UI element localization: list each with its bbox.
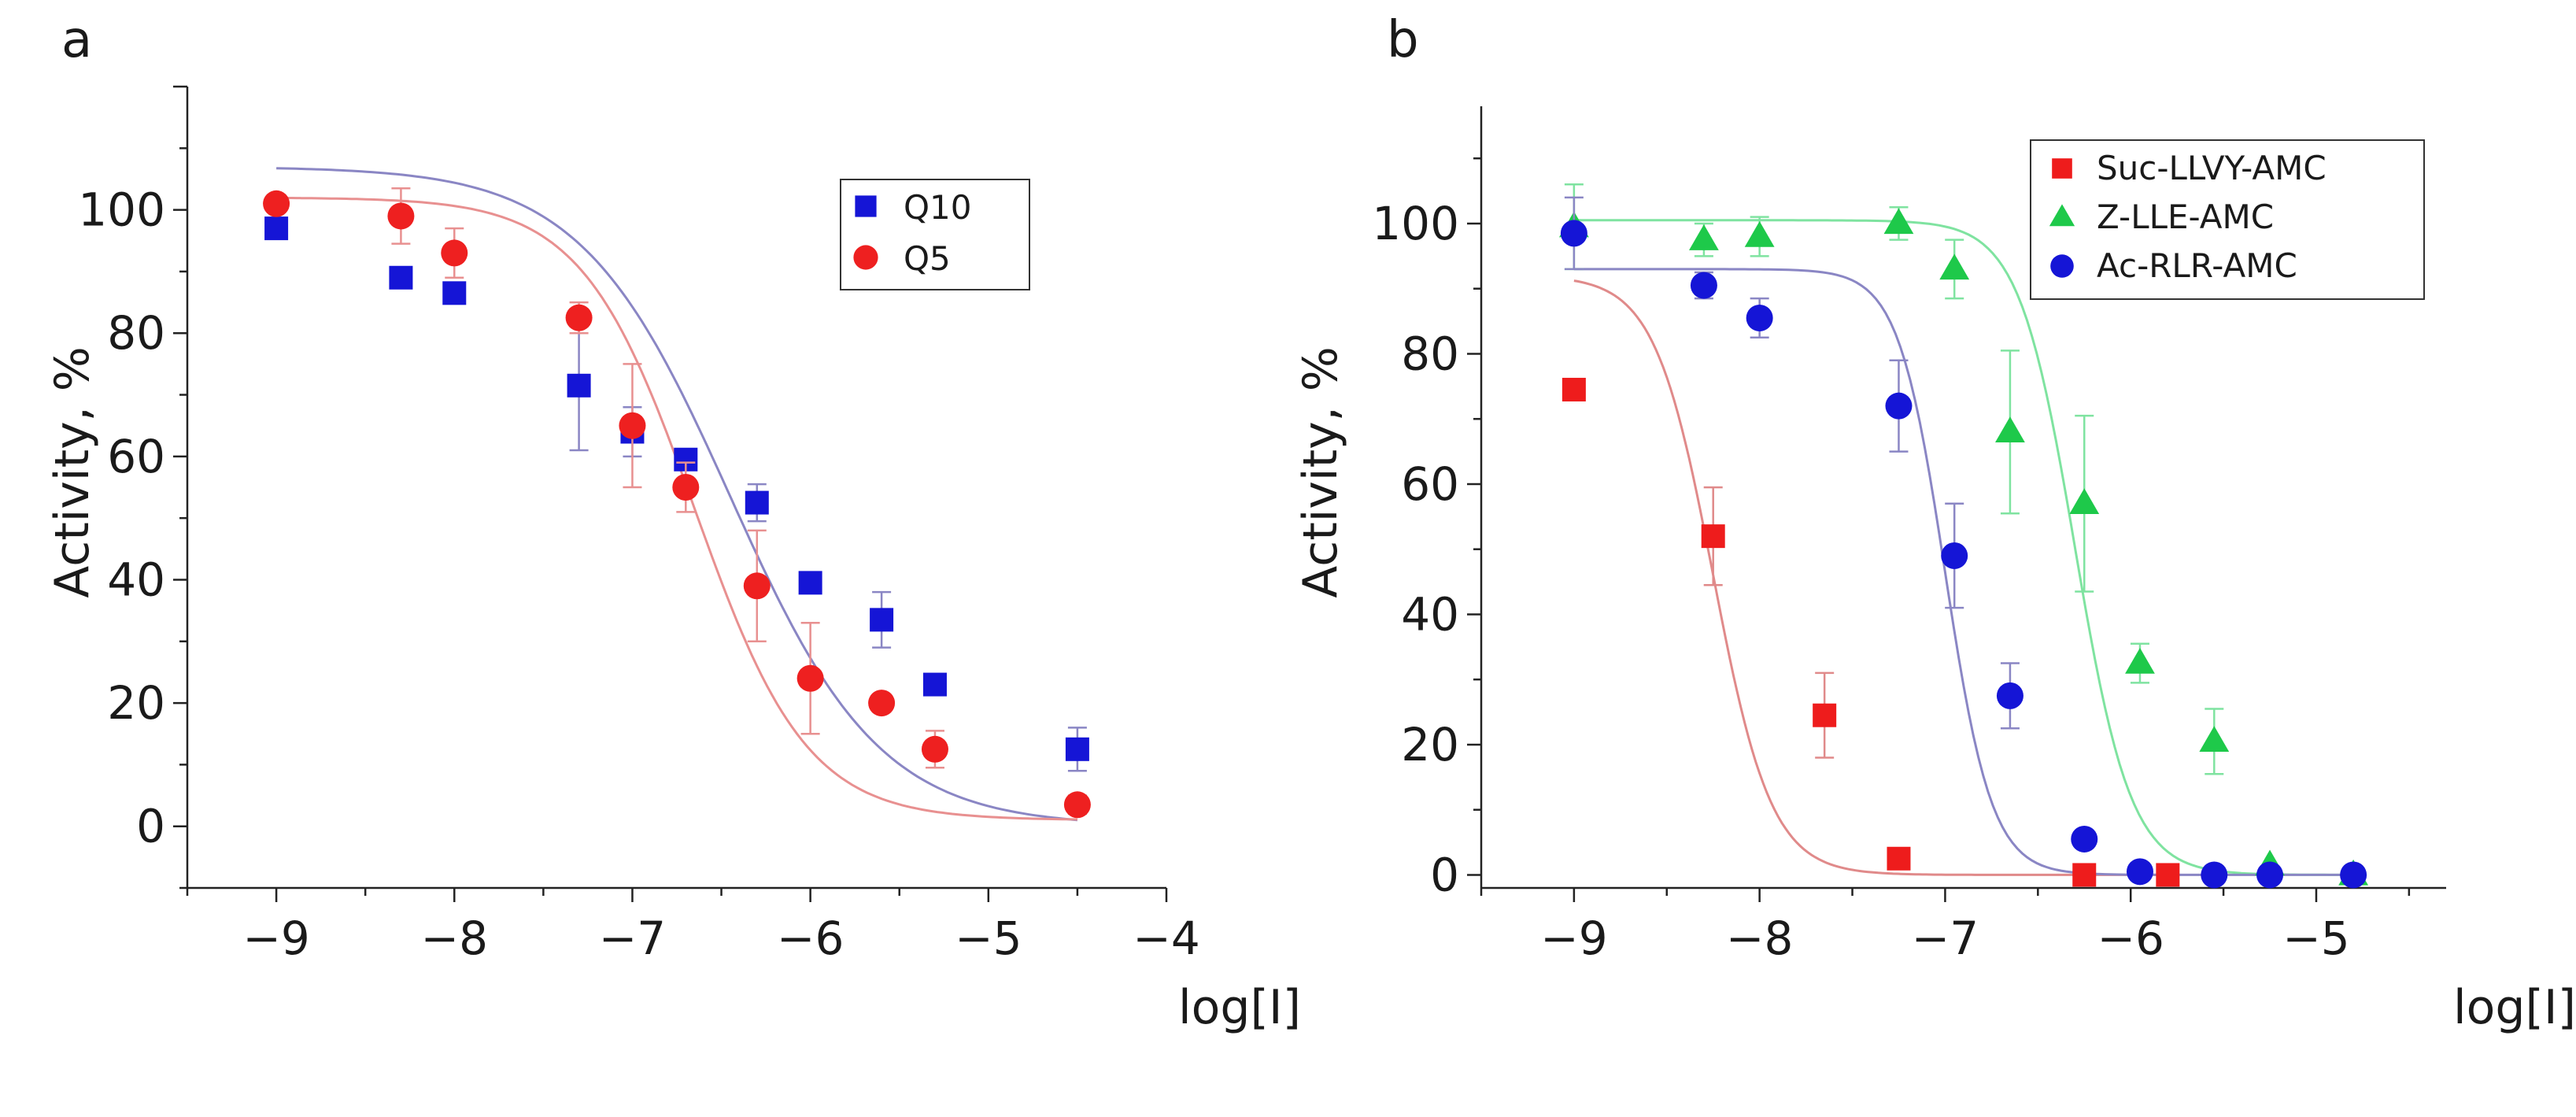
panel-a-data-point-q5 — [1063, 791, 1091, 819]
panel-b-data-point-z-lle-amc — [1689, 224, 1719, 250]
panel-a-data-point-q10 — [264, 216, 289, 241]
panel-b-data-point-ac-rlr-amc — [2340, 861, 2367, 889]
panel-b-letter: b — [1387, 11, 1419, 69]
panel-b-data-point-suc-llvy-amc — [1561, 377, 1586, 401]
panel-a-data-point-q5 — [672, 474, 700, 501]
panel-b-data-point-z-lle-amc — [1995, 416, 2025, 442]
panel-b-data-point-z-lle-amc — [1744, 220, 1775, 247]
panel-b-data-point-ac-rlr-amc — [2256, 861, 2284, 889]
panel-a-x-tick-label: −6 — [777, 912, 844, 965]
panel-a-legend-label-q10: Q10 — [904, 188, 972, 227]
panel-b-plot-area: −9 −8 −7 −6 −5 0 20 40 60 80 100 — [1372, 106, 2446, 965]
panel-a-y-tick-label: 40 — [107, 553, 165, 606]
panel-a-x-tick-label: −8 — [421, 912, 489, 965]
panel-a-x-axis-title: log[I] — [1178, 980, 1301, 1035]
panel-a-legend-label-q5: Q5 — [904, 239, 951, 278]
panel-b-y-tick-label: 60 — [1401, 457, 1459, 511]
panel-a-y-tick-label: 0 — [136, 800, 165, 853]
panel-b-data-point-ac-rlr-amc — [1885, 392, 1913, 420]
panel-b-fit-curve-ac-rlr-amc — [1573, 268, 2354, 876]
panel-b-x-tick-label: −5 — [2282, 912, 2350, 965]
panel-a-x-tick-label: −9 — [242, 912, 310, 965]
panel-b-data-point-suc-llvy-amc — [1701, 524, 1725, 549]
panel-b-data-point-ac-rlr-amc — [1560, 220, 1587, 247]
panel-a-data-point-q5 — [921, 735, 948, 763]
panel-a-y-tick-label: 80 — [107, 306, 165, 360]
panel-a-data-point-q10 — [1065, 737, 1089, 761]
panel-b-data-point-z-lle-amc — [1883, 208, 1914, 235]
panel-b-y-tick-label: 0 — [1430, 848, 1459, 901]
panel-a-legend-symbol-q10 — [855, 195, 877, 217]
panel-a-data-point-q5 — [619, 412, 646, 439]
panel-a-data-point-q10 — [922, 672, 947, 697]
panel-b-y-axis-title: Activity, % — [1293, 346, 1348, 598]
panel-b-data-point-ac-rlr-amc — [2126, 858, 2153, 886]
panel-a-data-point-q10 — [870, 608, 894, 632]
panel-a-legend: Q10 Q5 — [840, 179, 1030, 290]
panel-b-data-point-z-lle-amc — [2199, 726, 2230, 753]
panel-a-data-point-q5 — [441, 239, 468, 267]
panel-b-y-tick-label: 100 — [1372, 197, 1459, 250]
panel-b-data-point-suc-llvy-amc — [1813, 703, 1837, 727]
panel-a-letter: a — [61, 11, 92, 69]
panel-b-legend: Suc-LLVY-AMC Z-LLE-AMC Ac-RLR-AMC — [2030, 139, 2425, 300]
panel-b-data-point-ac-rlr-amc — [2201, 861, 2228, 889]
panel-a-data-point-q5 — [868, 690, 896, 717]
panel-b-x-tick-label: −9 — [1540, 912, 1608, 965]
panel-b-data-point-z-lle-amc — [2125, 647, 2155, 674]
panel-b-legend-label-suc-llvy: Suc-LLVY-AMC — [2097, 149, 2327, 187]
panel-a-data-point-q10 — [442, 281, 467, 305]
panel-b-y-tick-label: 80 — [1401, 327, 1459, 380]
panel-a-fit-curve-q5 — [276, 196, 1077, 821]
panel-b-data-point-ac-rlr-amc — [1690, 272, 1717, 299]
panel-b-data-point-suc-llvy-amc — [2156, 863, 2180, 887]
panel-b-x-tick-label: −6 — [2097, 912, 2164, 965]
panel-a-y-tick-label: 100 — [78, 183, 165, 237]
panel-a-plot-area: −9 −8 −7 −6 −5 −4 0 20 40 60 80 100 — [78, 85, 1200, 965]
panel-b-y-tick-label: 40 — [1401, 587, 1459, 641]
panel-a-data-point-q10 — [745, 490, 769, 515]
panel-b-data-point-z-lle-amc — [1939, 253, 1970, 280]
panel-b-legend-symbol-ac-rlr-amc — [2050, 254, 2074, 278]
panel-b-data-point-z-lle-amc — [2069, 488, 2100, 515]
panel-a-data-point-q10 — [389, 265, 413, 290]
panel-b-x-tick-label: −8 — [1726, 912, 1794, 965]
panel-a-x-tick-label: −5 — [955, 912, 1022, 965]
panel-a-y-tick-label: 60 — [107, 430, 165, 483]
panel-b-legend-symbol-z-lle-amc — [2049, 204, 2075, 227]
panel-a-data-point-q10 — [798, 571, 822, 595]
panel-a-x-tick-label: −7 — [599, 912, 667, 965]
panel-a-legend-symbol-q5 — [853, 245, 878, 270]
panel-b-legend-symbol-suc-llvy-amc — [2052, 158, 2072, 179]
panel-b-data-point-suc-llvy-amc — [1887, 846, 1911, 871]
panel-a-data-point-q5 — [565, 304, 593, 331]
panel-b-fit-curve-suc-llvy-amc — [1573, 279, 2168, 876]
panel-b-data-point-ac-rlr-amc — [1996, 682, 2023, 709]
panel-a-data-point-q5 — [743, 572, 771, 600]
panel-b-legend-box — [2030, 139, 2425, 300]
panel-b-x-axis-title: log[I] — [2453, 980, 2576, 1035]
panel-b-x-tick-label: −7 — [1912, 912, 1979, 965]
panel-b-data-point-ac-rlr-amc — [2071, 825, 2098, 853]
panel-b-legend-label-ac-rlr: Ac-RLR-AMC — [2097, 246, 2297, 285]
panel-b: b log[I] Activity, % −9 −8 −7 −6 −5 0 20 40 60 80… — [1293, 11, 2576, 1035]
panel-a-x-tick-label: −4 — [1133, 912, 1200, 965]
panel-a-data-point-q5 — [387, 202, 415, 230]
panel-b-legend-label-z-lle: Z-LLE-AMC — [2097, 198, 2274, 236]
panel-b-y-tick-label: 20 — [1401, 718, 1459, 771]
panel-a-data-point-q10 — [567, 373, 591, 398]
panel-b-data-point-suc-llvy-amc — [2072, 863, 2097, 887]
panel-a-data-point-q5 — [796, 664, 824, 692]
panel-a-y-axis-title: Activity, % — [45, 346, 100, 598]
panel-a-y-tick-label: 20 — [107, 676, 165, 730]
panel-b-data-point-ac-rlr-amc — [1746, 304, 1773, 331]
panel-a: a log[I] Activity, % −9 −8 −7 −6 −5 −4 0 20 40 60… — [45, 11, 1301, 1035]
panel-a-fit-curve-q10 — [276, 167, 1078, 822]
panel-a-data-point-q5 — [263, 190, 290, 217]
panel-b-data-point-ac-rlr-amc — [1941, 542, 1968, 569]
